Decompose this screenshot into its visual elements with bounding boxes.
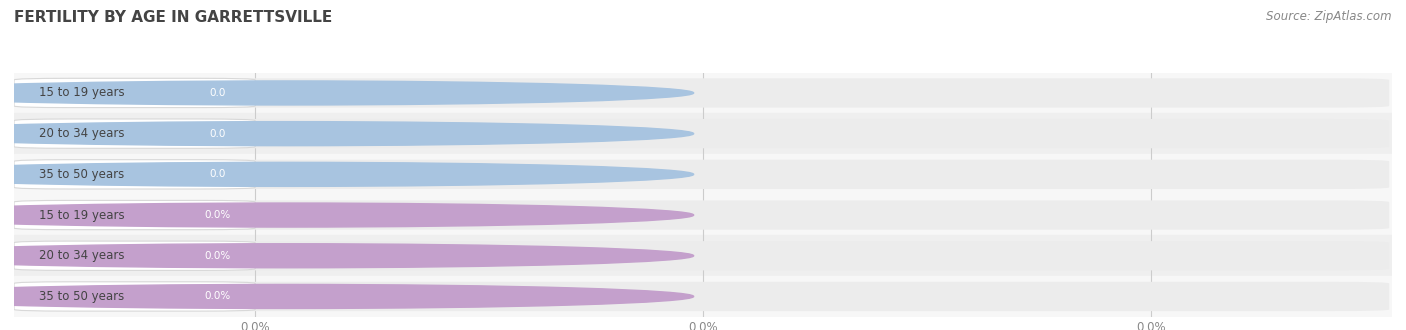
FancyBboxPatch shape (14, 282, 256, 311)
FancyBboxPatch shape (15, 160, 1389, 189)
FancyBboxPatch shape (14, 200, 256, 230)
Circle shape (0, 81, 693, 105)
FancyBboxPatch shape (186, 164, 252, 184)
Bar (14, 113, 1392, 154)
Text: 20 to 34 years: 20 to 34 years (39, 249, 124, 262)
Text: 0.0%: 0.0% (205, 251, 231, 261)
Bar (14, 154, 1392, 195)
FancyBboxPatch shape (14, 78, 256, 108)
Circle shape (0, 122, 693, 146)
FancyBboxPatch shape (15, 282, 1389, 311)
Text: 15 to 19 years: 15 to 19 years (39, 86, 125, 99)
Circle shape (0, 244, 693, 268)
Text: 0.0%: 0.0% (205, 210, 231, 220)
Bar (14, 195, 1392, 235)
FancyBboxPatch shape (14, 160, 256, 189)
Text: 0.0: 0.0 (209, 88, 226, 98)
Text: 20 to 34 years: 20 to 34 years (39, 127, 124, 140)
FancyBboxPatch shape (14, 241, 256, 270)
Text: 0.0: 0.0 (209, 129, 226, 139)
FancyBboxPatch shape (186, 246, 252, 266)
Text: 35 to 50 years: 35 to 50 years (39, 290, 124, 303)
Circle shape (0, 162, 693, 186)
Text: Source: ZipAtlas.com: Source: ZipAtlas.com (1267, 10, 1392, 23)
Text: 35 to 50 years: 35 to 50 years (39, 168, 124, 181)
FancyBboxPatch shape (186, 124, 252, 144)
Circle shape (0, 284, 693, 309)
Bar (14, 276, 1392, 317)
Circle shape (0, 203, 693, 227)
FancyBboxPatch shape (15, 200, 1389, 230)
FancyBboxPatch shape (186, 205, 252, 225)
FancyBboxPatch shape (186, 286, 252, 307)
Bar (14, 73, 1392, 113)
FancyBboxPatch shape (15, 241, 1389, 270)
FancyBboxPatch shape (14, 119, 256, 148)
Text: 15 to 19 years: 15 to 19 years (39, 209, 125, 221)
FancyBboxPatch shape (15, 119, 1389, 148)
Text: 0.0: 0.0 (209, 169, 226, 179)
Bar (14, 235, 1392, 276)
Text: FERTILITY BY AGE IN GARRETTSVILLE: FERTILITY BY AGE IN GARRETTSVILLE (14, 10, 332, 25)
FancyBboxPatch shape (15, 78, 1389, 108)
Text: 0.0%: 0.0% (205, 291, 231, 301)
FancyBboxPatch shape (186, 83, 252, 103)
